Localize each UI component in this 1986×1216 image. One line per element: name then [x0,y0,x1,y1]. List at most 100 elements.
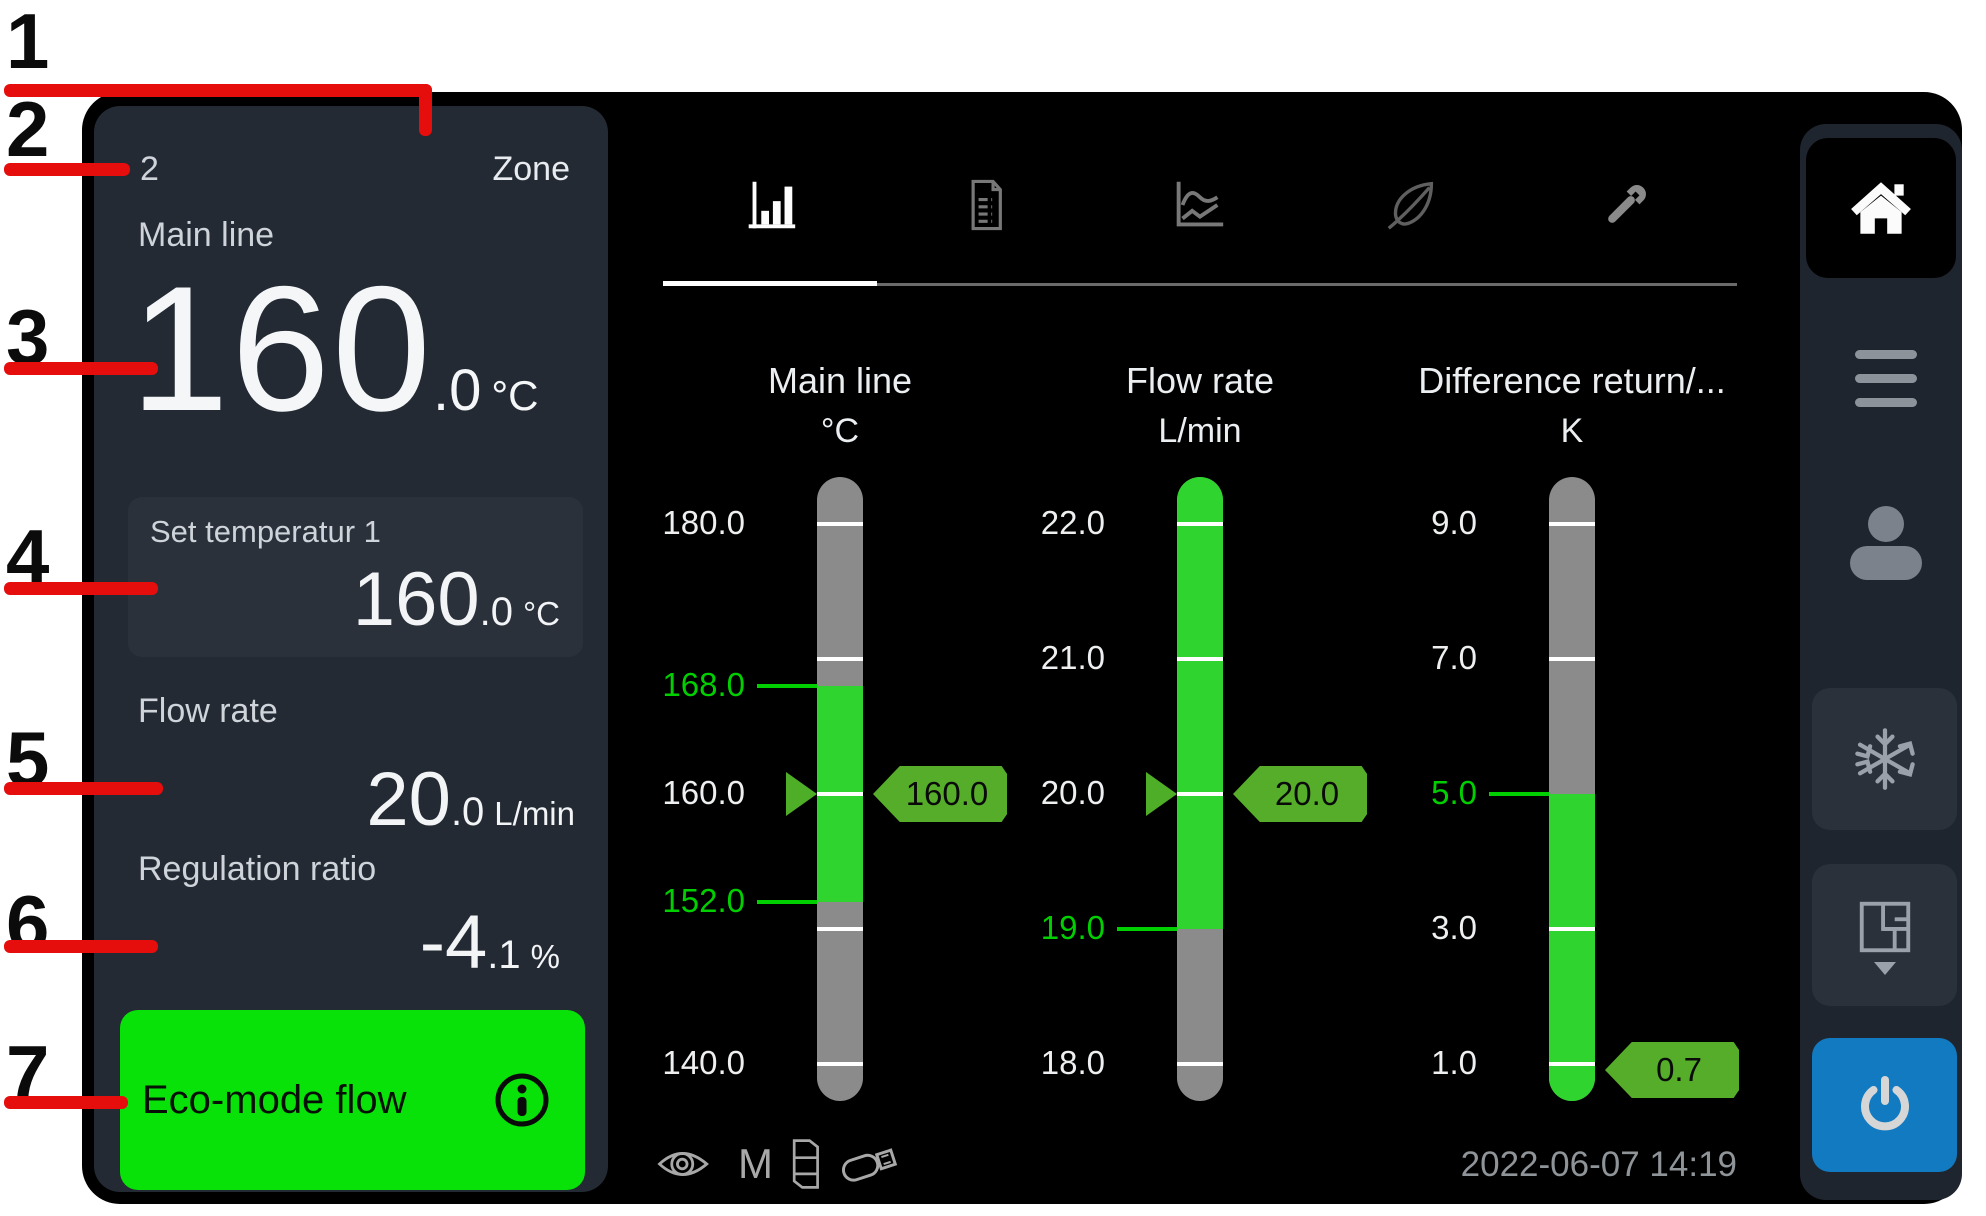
report-list-icon [971,179,1002,231]
gauge-tick-label: 19.0 [1040,909,1105,946]
tab-divider [877,283,1737,286]
callout-line-2 [4,163,130,176]
tab-bar-chart[interactable] [738,173,802,237]
active-tab-underline [663,281,877,286]
gauge-limit-line [757,684,817,688]
gauge-tick [1549,927,1595,931]
zone-number: 2 [140,150,159,188]
gauge-tick [1177,792,1223,796]
power-icon [1860,1076,1909,1131]
main-line-value-int: 160 [130,249,433,448]
gauge-green-band [1549,794,1595,1101]
menu-icon[interactable] [1855,374,1917,383]
gauge-tick-label: 20.0 [1040,774,1105,811]
gauge-tick-label: 1.0 [1431,1044,1477,1081]
gauge-tick-label: 3.0 [1431,909,1477,946]
gauge-tick-label: 21.0 [1040,639,1105,676]
reg-int: -4 [419,900,488,985]
callout-line-1 [4,84,432,97]
eye-icon [657,1152,709,1176]
gauge-tick [1177,1062,1223,1066]
main-line-value-dec: .0 [433,358,482,423]
gauge-limit-line [1117,927,1177,931]
gauge-tick [817,522,863,526]
zone-title: Zone [492,150,571,188]
set-temperature-field[interactable] [128,497,583,657]
gauge-tick [1177,657,1223,661]
gauge-value-tag: 160.0 [873,766,1007,822]
gauge-tick-label: 180.0 [662,504,745,541]
gauge-tick [1549,522,1595,526]
gauge-tick [817,657,863,661]
info-icon[interactable] [494,1072,550,1133]
eco-leaf-icon [1387,181,1434,230]
gauge-tick-label: 140.0 [662,1044,745,1081]
flow-unit: L/min [494,795,575,832]
gauge-setpoint-marker [1146,772,1177,816]
gauge-tick [1549,1062,1595,1066]
tab-eco[interactable] [1380,173,1444,237]
callout-2: 2 [6,85,50,173]
regulation-ratio-value: -4 .1 % [240,905,560,981]
memory-card-icon [792,1139,819,1189]
eco-mode-label: Eco-mode flow [142,1078,407,1122]
gauge-limit-label: 168.0 [662,666,745,703]
gauge-unit: °C [820,412,860,450]
callout-line-6 [4,940,158,953]
callout-line-5 [4,782,163,795]
gauge-tick [1177,522,1223,526]
flow-rate-label: Flow rate [138,692,278,730]
main-line-value: 160 .0 °C [130,260,590,438]
main-line-label: Main line [138,216,275,254]
reg-unit: % [530,938,560,975]
set-temp-unit: °C [522,595,560,632]
user-icon [1850,506,1922,580]
set-temperature-label: Set temperatur 1 [150,514,381,549]
power-button[interactable] [1812,1038,1957,1172]
gauge-tube [817,477,863,1101]
reg-dec: .1 [487,933,521,977]
set-temperature-value: 160 .0 °C [240,562,560,638]
callout-line-4 [4,582,158,595]
home-icon [1851,182,1911,234]
gauge-green-band [1177,477,1223,929]
tab-trend[interactable] [1166,173,1230,237]
tab-service[interactable] [1594,173,1658,237]
zone-map-icon [1859,901,1910,952]
gauge-limit-label: 152.0 [662,882,745,919]
snowflake-icon [1854,728,1915,790]
regulation-ratio-label: Regulation ratio [138,850,377,888]
zone-map-button[interactable] [1812,864,1957,1006]
gauge-tick [817,1062,863,1066]
tab-report[interactable] [952,173,1016,237]
gauge-setpoint-marker [786,772,817,816]
status-icons: M [656,1135,907,1193]
flow-int: 20 [366,757,451,842]
eco-mode-button[interactable] [120,1010,585,1190]
freeze-button[interactable] [1812,688,1957,830]
user-button[interactable] [1846,498,1926,589]
gauge-limit-line [1489,792,1549,796]
gauge-tick [817,792,863,796]
gauge-tick-label: 18.0 [1040,1044,1105,1081]
menu-icon[interactable] [1855,350,1917,359]
timestamp: 2022-06-07 14:19 [1460,1145,1737,1184]
bar-chart-icon [748,181,796,229]
sidebar [1800,124,1962,1200]
main-line-unit: °C [491,372,539,419]
set-temp-int: 160 [352,557,480,642]
menu-icon[interactable] [1855,398,1917,407]
monitor-mode-label: M [738,1140,773,1187]
usb-icon [841,1148,898,1182]
gauge-tick [1549,657,1595,661]
callout-1: 1 [6,0,50,85]
gauge-tick-label: 160.0 [662,774,745,811]
gauge-tube [1549,477,1595,1101]
gauge-title: Difference return/... [1418,360,1726,401]
callout-line-1-drop [419,84,432,136]
gauge-tube [1177,477,1223,1101]
home-button[interactable] [1806,138,1956,278]
set-temp-dec: .0 [479,590,513,634]
gauge-unit: L/min [1158,412,1242,450]
